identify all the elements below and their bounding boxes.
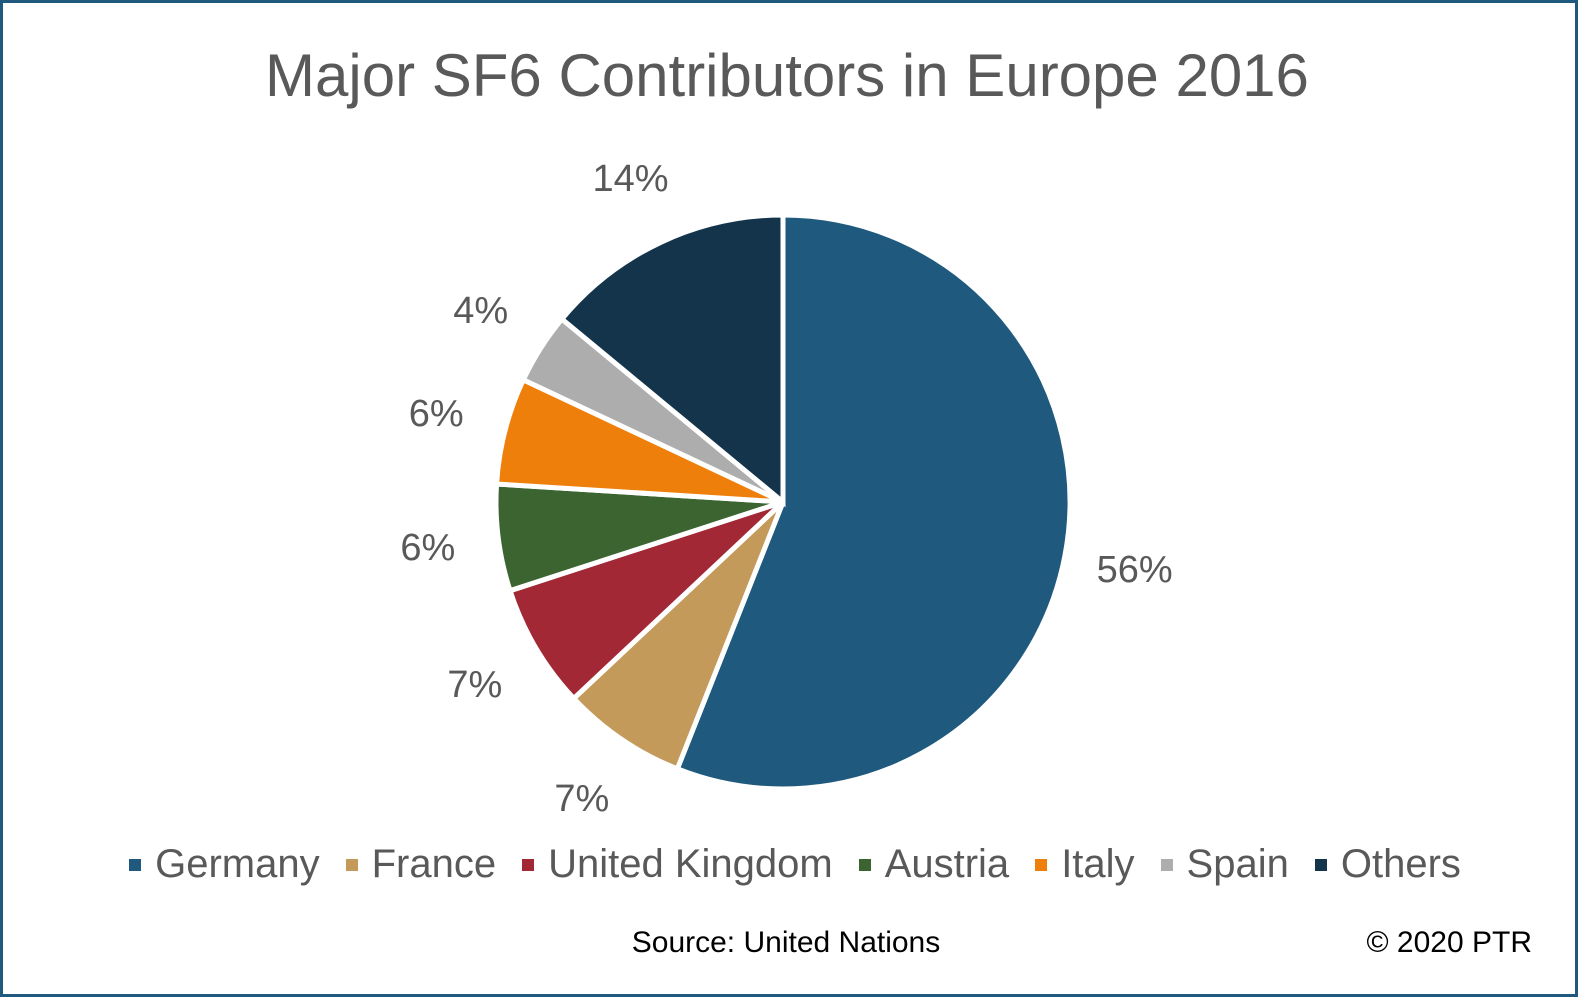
legend-label: Spain [1186,842,1289,886]
legend-swatch [522,858,535,871]
legend-label: Austria [884,842,1010,886]
legend-item: France [345,842,497,887]
data-label: 7% [447,664,502,706]
legend-label: Germany [155,842,320,886]
data-label: 14% [593,158,669,200]
copyright-note: © 2020 PTR [1366,926,1532,959]
data-label: 6% [400,527,455,569]
legend-label: France [371,842,497,886]
legend-label: United Kingdom [548,842,833,886]
data-label: 56% [1097,549,1173,591]
legend-item: Italy [1035,842,1135,887]
legend-swatch [1314,858,1327,871]
legend-swatch [1035,858,1048,871]
data-label: 6% [409,393,464,435]
chart-title: Major SF6 Contributors in Europe 2016 [265,42,1309,109]
legend-label: Others [1340,842,1461,886]
legend-item: Germany [129,842,320,887]
legend-item: Others [1314,842,1461,887]
legend-swatch [129,858,142,871]
legend-item: Austria [858,842,1010,887]
legend: Germany France United Kingdom Austria Italy S… [0,842,1578,887]
pie-slice-germany [674,212,1073,792]
data-label: 4% [453,290,508,332]
data-label: 7% [554,778,609,820]
legend-swatch [858,858,871,871]
legend-swatch [345,858,358,871]
legend-item: United Kingdom [522,842,833,887]
source-note: Source: United Nations [631,926,941,959]
pie-slice-others [558,212,786,508]
legend-swatch [1160,858,1173,871]
legend-item: Spain [1160,842,1289,887]
legend-label: Italy [1061,842,1135,886]
